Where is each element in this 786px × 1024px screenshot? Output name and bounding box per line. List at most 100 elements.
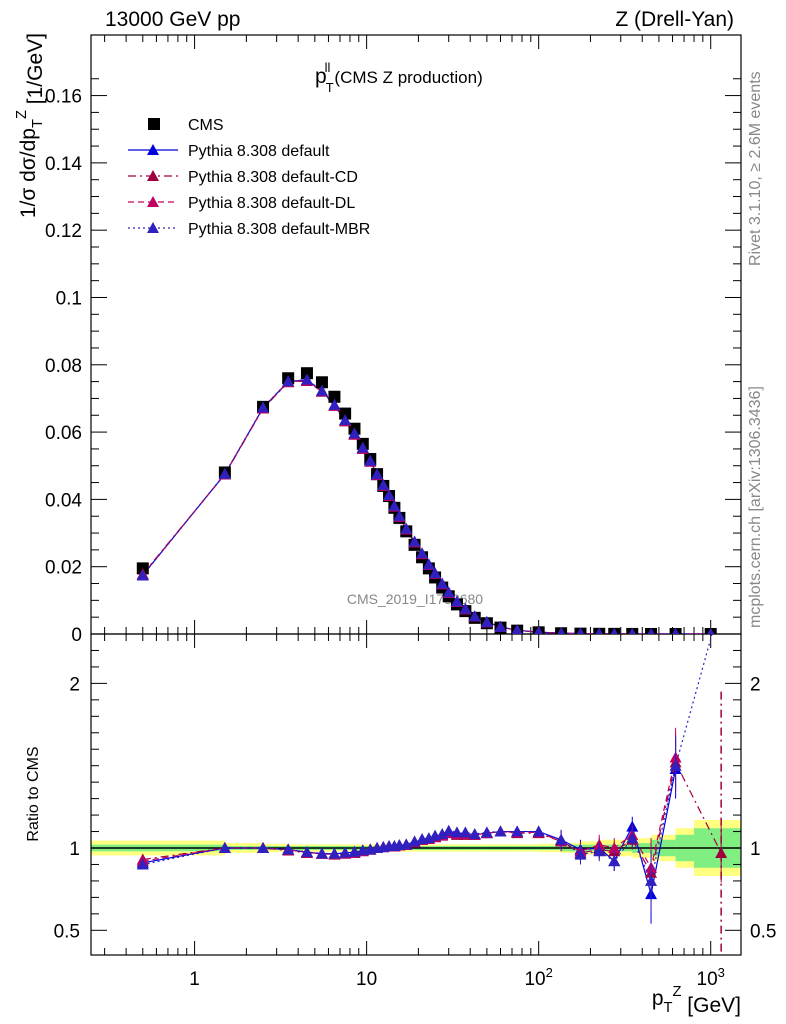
ratio-point-4 <box>436 828 449 840</box>
top-series-group <box>136 367 717 634</box>
header-left: 13000 GeV pp <box>105 8 241 31</box>
y-tick-label-top: 0.16 <box>45 87 82 108</box>
mc-point-top-4 <box>328 398 341 410</box>
ratio-point-4 <box>300 845 313 857</box>
y-tick-label-top: 0.06 <box>45 423 82 444</box>
mc-point-top-4 <box>480 615 493 627</box>
mc-point-top-4 <box>442 586 455 598</box>
cms-data-point <box>339 407 352 420</box>
label-subscript: T <box>664 1000 673 1016</box>
y-tick-label-bottom: 2 <box>69 674 80 695</box>
x-tick-label: 10 <box>356 969 377 990</box>
label-text-part: [GeV] <box>681 994 741 1017</box>
mc-point-top-4 <box>315 384 328 396</box>
ratio-point-4 <box>645 874 658 886</box>
mc-point-top-4 <box>218 467 231 479</box>
mc-point-top-4 <box>364 454 377 466</box>
label-text-part: p <box>652 987 664 1010</box>
mc-point-top-4 <box>494 620 507 632</box>
cms-data-point <box>300 367 313 380</box>
label-superscript: Z <box>672 984 681 1000</box>
ratio-point-4 <box>136 858 149 870</box>
mc-point-top-4 <box>383 489 396 501</box>
mc-point-top-4 <box>400 522 413 534</box>
y-tick-label-top: 0.1 <box>56 288 82 309</box>
bottom-frame <box>90 633 742 956</box>
mc-point-top-4 <box>610 627 618 634</box>
ratio-point-4 <box>468 828 481 840</box>
mc-point-top-4 <box>511 624 523 634</box>
ratio-point-3 <box>608 842 621 853</box>
ratio-point-4 <box>348 845 361 857</box>
mc-point-top-4 <box>436 577 449 589</box>
ratio-point-4 <box>511 825 524 837</box>
mc-point-top-4 <box>371 468 384 480</box>
mc-point-top-4 <box>429 567 442 579</box>
header-right: Z (Drell-Yan) <box>615 8 734 31</box>
ratio-point-4 <box>450 826 463 838</box>
mc-point-top-4 <box>628 627 636 634</box>
ratio-point-4 <box>715 595 727 606</box>
mc-point-top-4 <box>595 627 603 634</box>
ratio-line-1 <box>142 768 677 895</box>
ratio-point-4 <box>555 833 568 845</box>
legend-label-3: Pythia 8.308 default-DL <box>188 195 355 212</box>
legend-marker-1 <box>147 144 159 155</box>
ratio-point-4 <box>257 842 270 853</box>
x-tick-label-base: 10 <box>697 969 718 990</box>
x-tick-label: 1 <box>189 969 200 990</box>
y-tick-label-bottom-right: 1 <box>750 839 761 860</box>
cms-data-point <box>328 390 341 403</box>
ratio-point-4 <box>218 842 231 853</box>
legend-marker-2 <box>147 170 159 181</box>
ratio-point-4 <box>574 848 587 860</box>
plot-title-rest: (CMS Z production) <box>334 68 482 87</box>
mc-point-top-4 <box>257 401 270 413</box>
plot-title: pTll(CMS Z production) <box>315 60 483 95</box>
x-tick-label: 103 <box>697 965 725 990</box>
ratio-point-4 <box>593 845 606 857</box>
ratio-point-4 <box>442 824 455 836</box>
ratio-point-2 <box>715 846 728 858</box>
mc-point-top-4 <box>416 547 429 559</box>
ratio-point-4 <box>608 855 621 867</box>
bottom-series-group <box>136 595 728 952</box>
ratio-point-4 <box>480 826 493 838</box>
x-tick-label: 102 <box>524 965 552 990</box>
y-tick-label-top: 0 <box>71 625 82 646</box>
legend-marker-3 <box>147 196 159 207</box>
y-axis-label-top: 1/σ dσ/dpTZ [1/GeV] <box>14 33 47 218</box>
mc-point-top-4 <box>393 509 406 521</box>
y-tick-label-bottom-right: 0.5 <box>750 921 776 942</box>
legend-label-1: Pythia 8.308 default <box>188 143 330 160</box>
mc-point-top-4 <box>377 478 390 490</box>
ratio-point-4 <box>282 843 295 855</box>
mc-point-top-4 <box>388 499 401 511</box>
mc-point-top-4 <box>672 627 679 634</box>
label-subscript: T <box>30 119 46 128</box>
legend-label-2: Pythia 8.308 default-CD <box>188 169 358 186</box>
label-text-part: 1/σ dσ/dp <box>17 128 40 218</box>
mc-point-top-4 <box>356 441 369 453</box>
mc-point-top-4 <box>468 610 481 622</box>
plot-title-sup: ll <box>325 60 331 75</box>
mc-point-top-4 <box>300 373 313 385</box>
y-tick-label-top: 0.02 <box>45 558 82 579</box>
ratio-point-4 <box>626 832 639 844</box>
mc-point-top-4 <box>707 627 714 634</box>
plot-title-sub: T <box>326 80 334 95</box>
x-axis-label: pTZ [GeV] <box>652 984 741 1017</box>
mc-point-top-4 <box>647 627 655 634</box>
mc-point-top-4 <box>534 626 543 634</box>
legend-label-0: CMS <box>188 117 224 134</box>
y-axis-label-bottom: Ratio to CMS <box>25 746 42 841</box>
y-tick-label-top: 0.08 <box>45 356 82 377</box>
legend-label-4: Pythia 8.308 default-MBR <box>188 221 370 238</box>
ratio-point-4 <box>532 825 545 837</box>
mc-point-top-4 <box>557 627 565 634</box>
mc-point-top-4 <box>348 427 361 439</box>
mc-point-top-4 <box>459 602 472 614</box>
y-tick-label-top: 0.14 <box>45 154 82 175</box>
y-tick-label-top: 0.04 <box>45 490 82 511</box>
